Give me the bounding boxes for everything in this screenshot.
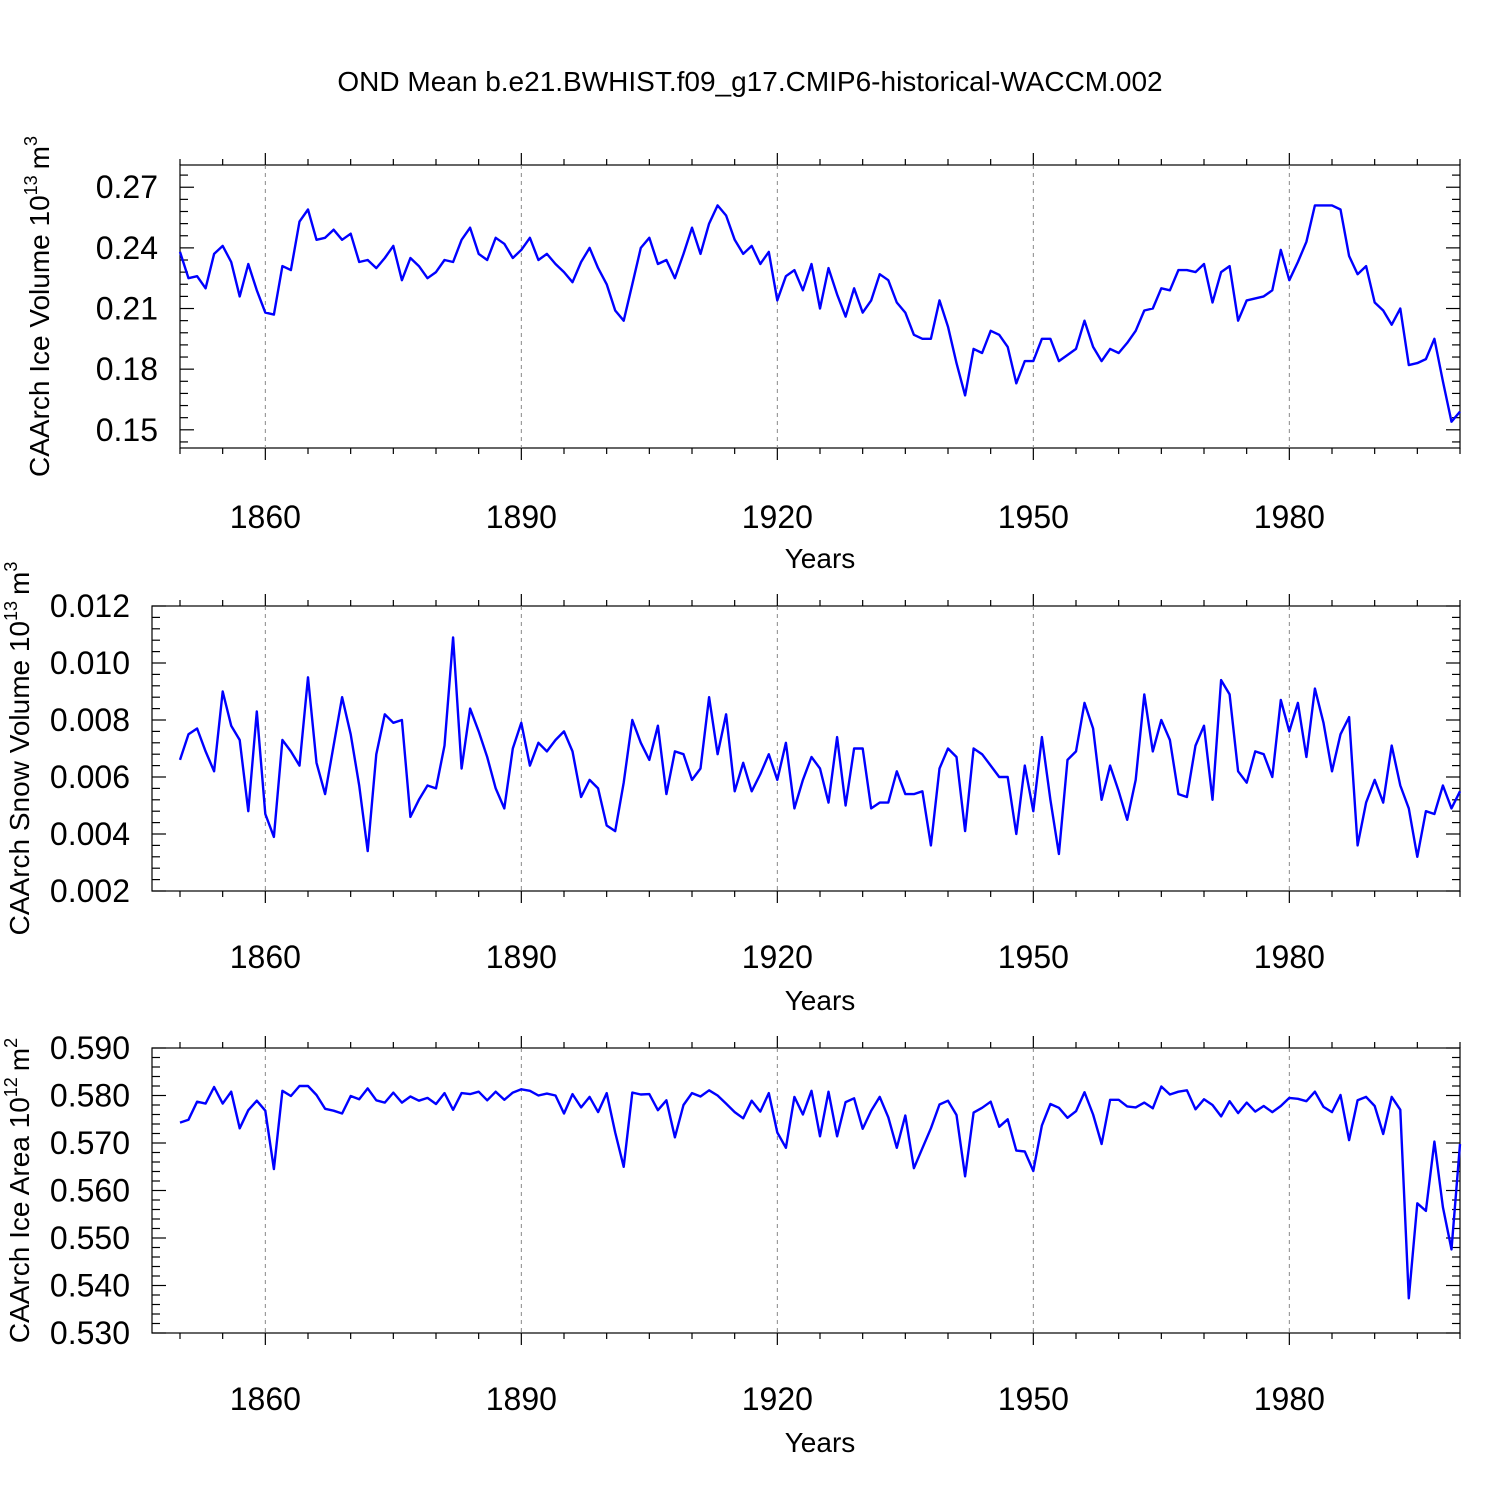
x-axis-label: Years bbox=[785, 985, 856, 1016]
x-tick-label: 1890 bbox=[486, 499, 557, 535]
x-tick-label: 1860 bbox=[230, 1381, 301, 1417]
plot-frame bbox=[151, 1047, 1461, 1334]
y-axis-label: CAArch Ice Volume 1013 m3 bbox=[21, 136, 56, 477]
panel-ice-volume: 1860 1890 1920 1950 1980 0.15 0.18 0.21 0.24 0.27… bbox=[21, 136, 1461, 574]
y-tick-label: 0.27 bbox=[96, 169, 158, 205]
y-axis-label-unit-exponent: 3 bbox=[21, 136, 41, 146]
y-axis-label: CAArch Snow Volume 1013 m3 bbox=[1, 562, 36, 936]
y-tick-label: 0.18 bbox=[96, 351, 158, 387]
y-axis-label-unit-exponent: 2 bbox=[1, 1038, 21, 1048]
y-axis-label-unit: m bbox=[4, 572, 35, 595]
y-tick-label: 0.560 bbox=[50, 1173, 130, 1209]
x-tick-label: 1950 bbox=[998, 1381, 1069, 1417]
y-axis-label-exponent: 12 bbox=[1, 1077, 21, 1097]
y-tick-label: 0.004 bbox=[50, 816, 130, 852]
panel-snow-volume: 1860 1890 1920 1950 1980 0.002 0.004 0.006 0.008… bbox=[1, 562, 1462, 1016]
y-axis-label-unit-exponent: 3 bbox=[1, 562, 21, 572]
y-axis-label-main: CAArch Ice Volume 10 bbox=[24, 195, 55, 477]
x-tick-label: 1980 bbox=[1254, 939, 1325, 975]
y-tick-label: 0.012 bbox=[50, 588, 130, 624]
y-tick-label: 0.006 bbox=[50, 759, 130, 795]
x-tick-label: 1890 bbox=[486, 939, 557, 975]
y-tick-label: 0.580 bbox=[50, 1078, 130, 1114]
series-line-snow-volume bbox=[178, 636, 1462, 858]
x-tick-label: 1950 bbox=[998, 939, 1069, 975]
y-tick-label: 0.002 bbox=[50, 873, 130, 909]
plot-frame bbox=[151, 605, 1461, 892]
y-tick-label: 0.540 bbox=[50, 1268, 130, 1304]
series-line-ice-area bbox=[179, 1084, 1462, 1300]
x-tick-label: 1860 bbox=[230, 499, 301, 535]
x-tick-label: 1860 bbox=[230, 939, 301, 975]
y-axis-label-unit: m bbox=[4, 1048, 35, 1071]
x-tick-label: 1980 bbox=[1254, 1381, 1325, 1417]
y-axis-label-main: CAArch Ice Area 10 bbox=[4, 1097, 35, 1343]
x-tick-label: 1980 bbox=[1254, 499, 1325, 535]
y-axis-label-exponent: 13 bbox=[1, 601, 21, 621]
y-axis-label: CAArch Ice Area 1012 m2 bbox=[1, 1038, 36, 1343]
y-axis-label-exponent: 13 bbox=[21, 175, 41, 195]
y-tick-label: 0.15 bbox=[96, 412, 158, 448]
y-tick-label: 0.590 bbox=[50, 1030, 130, 1066]
y-tick-label: 0.010 bbox=[50, 645, 130, 681]
figure-title: OND Mean b.e21.BWHIST.f09_g17.CMIP6-hist… bbox=[337, 66, 1162, 97]
x-axis-label: Years bbox=[785, 543, 856, 574]
y-tick-label: 0.570 bbox=[50, 1125, 130, 1161]
panel-ice-area: 1860 1890 1920 1950 1980 0.530 0.540 0.550 0.560… bbox=[1, 1030, 1462, 1458]
y-tick-label: 0.24 bbox=[96, 230, 158, 266]
x-tick-label: 1920 bbox=[742, 939, 813, 975]
x-tick-label: 1950 bbox=[998, 499, 1069, 535]
series-line-ice-volume bbox=[178, 204, 1461, 423]
y-axis-label-main: CAArch Snow Volume 10 bbox=[4, 621, 35, 935]
y-tick-label: 0.530 bbox=[50, 1315, 130, 1351]
x-tick-label: 1920 bbox=[742, 1381, 813, 1417]
y-tick-label: 0.008 bbox=[50, 702, 130, 738]
panels-group: 1860 1890 1920 1950 1980 0.15 0.18 0.21 0.24 0.27… bbox=[1, 136, 1462, 1458]
y-axis-label-unit: m bbox=[24, 146, 55, 169]
y-tick-label: 0.550 bbox=[50, 1220, 130, 1256]
y-tick-label: 0.21 bbox=[96, 291, 158, 327]
x-tick-label: 1890 bbox=[486, 1381, 557, 1417]
x-tick-label: 1920 bbox=[742, 499, 813, 535]
x-axis-label: Years bbox=[785, 1427, 856, 1458]
